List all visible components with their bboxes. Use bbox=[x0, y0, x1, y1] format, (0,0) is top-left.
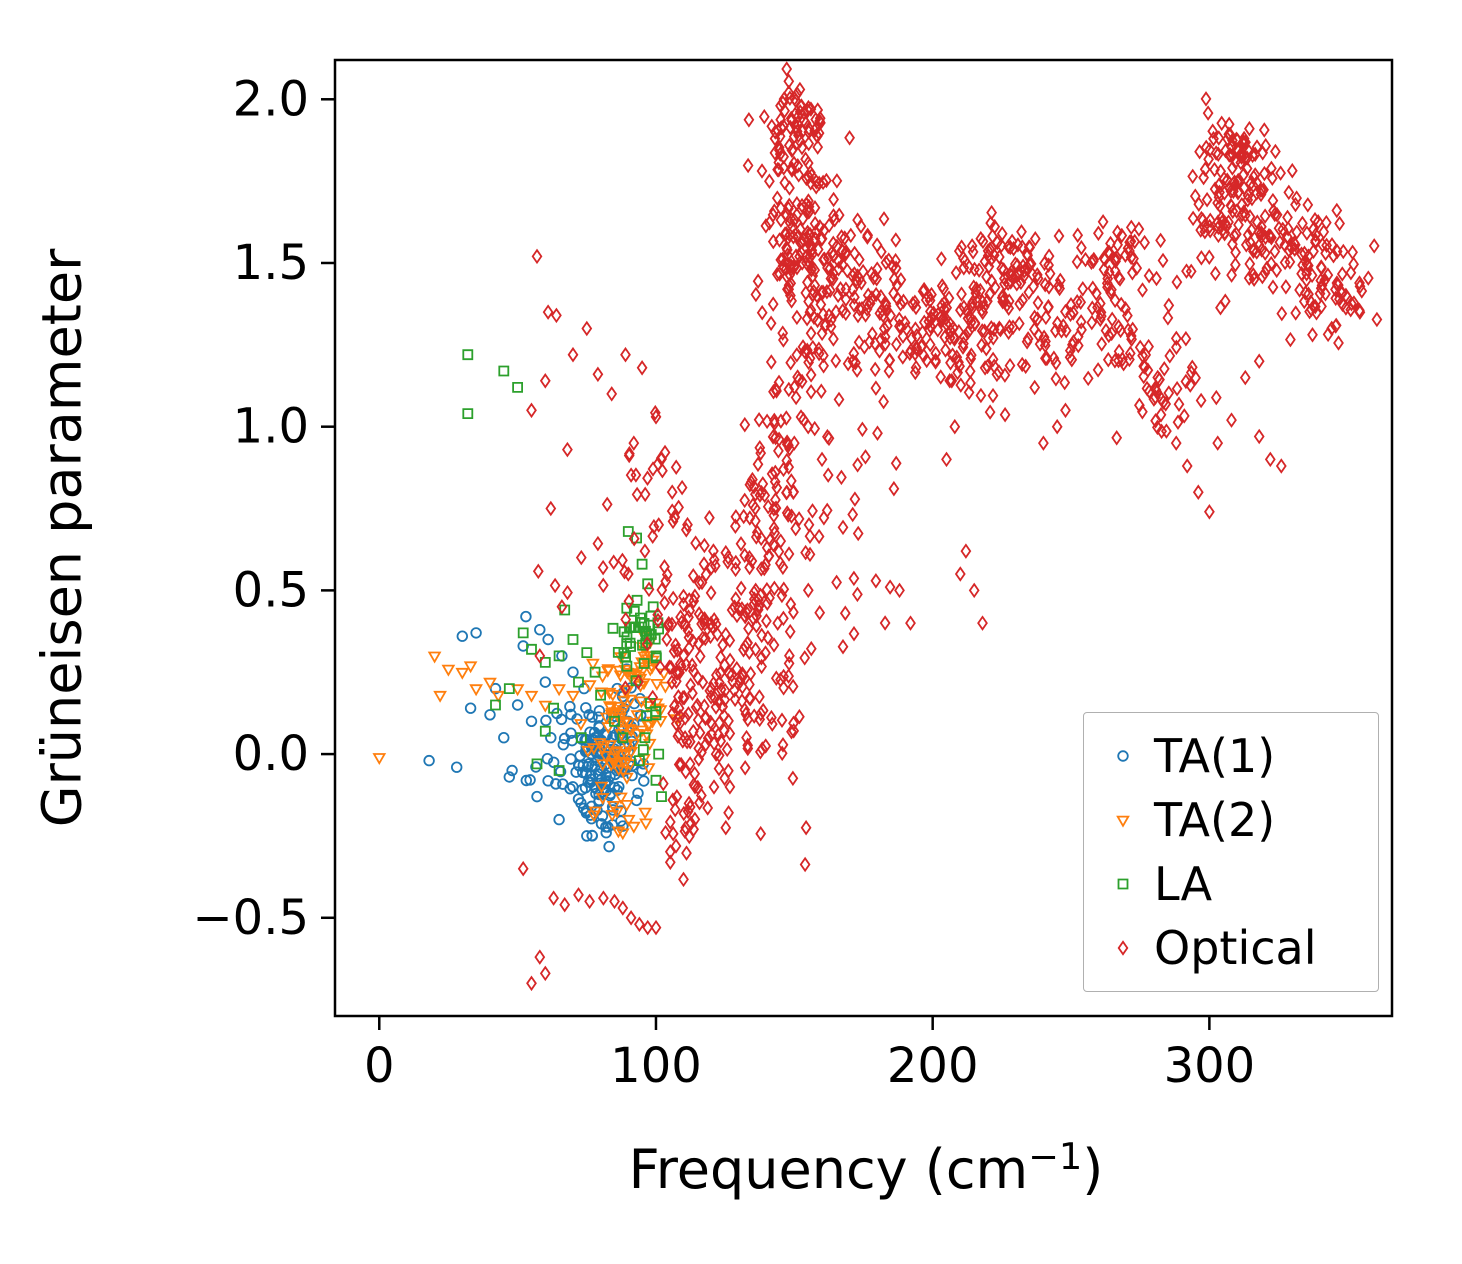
x-axis-label-text: Frequency (cm bbox=[628, 1138, 1029, 1201]
series-ta-2-points bbox=[372, 632, 684, 841]
series-optical-points bbox=[517, 61, 1383, 992]
plot-border bbox=[333, 58, 1394, 1018]
square-marker-icon bbox=[1117, 878, 1129, 890]
x-tick-label: 100 bbox=[610, 1038, 702, 1094]
y-tick-label: 1.5 bbox=[233, 235, 309, 291]
x-tick-label: 0 bbox=[364, 1038, 395, 1094]
legend-item-ta-2: TA(2) bbox=[1094, 793, 1368, 847]
triangle_down-marker-icon bbox=[1116, 815, 1130, 828]
legend-label: Optical bbox=[1154, 921, 1317, 975]
x-axis-label: Frequency (cm−1) bbox=[629, 1135, 1104, 1201]
legend-label: TA(1) bbox=[1154, 729, 1276, 783]
axes-frame bbox=[333, 58, 1394, 1018]
legend: TA(1) TA(2) LA Optical bbox=[1083, 712, 1379, 992]
y-axis-ticks: −0.5 0.0 0.5 1.0 1.5 2.0 bbox=[192, 71, 335, 946]
legend-item-optical: Optical bbox=[1094, 921, 1368, 975]
y-tick-label: 0.0 bbox=[233, 726, 309, 782]
x-tick-label: 200 bbox=[887, 1038, 979, 1094]
diamond-marker-icon bbox=[1117, 940, 1129, 956]
y-tick-label: 1.0 bbox=[233, 399, 309, 455]
circle-marker-icon bbox=[1117, 750, 1129, 762]
legend-label: TA(2) bbox=[1154, 793, 1276, 847]
y-tick-label: −0.5 bbox=[192, 890, 309, 946]
legend-item-ta-1: TA(1) bbox=[1094, 729, 1368, 783]
y-axis-label: Grüneisen parameter bbox=[30, 248, 94, 828]
y-tick-label: 2.0 bbox=[233, 71, 309, 127]
legend-label: LA bbox=[1154, 857, 1213, 911]
y-tick-label: 0.5 bbox=[233, 562, 309, 618]
series-la-points bbox=[462, 349, 667, 802]
x-tick-label: 300 bbox=[1164, 1038, 1256, 1094]
x-axis-label-suffix: ) bbox=[1082, 1138, 1104, 1201]
x-axis-label-superscript: −1 bbox=[1028, 1135, 1083, 1178]
legend-item-la: LA bbox=[1094, 857, 1368, 911]
x-axis-ticks: 0 100 200 300 bbox=[364, 1016, 1255, 1094]
